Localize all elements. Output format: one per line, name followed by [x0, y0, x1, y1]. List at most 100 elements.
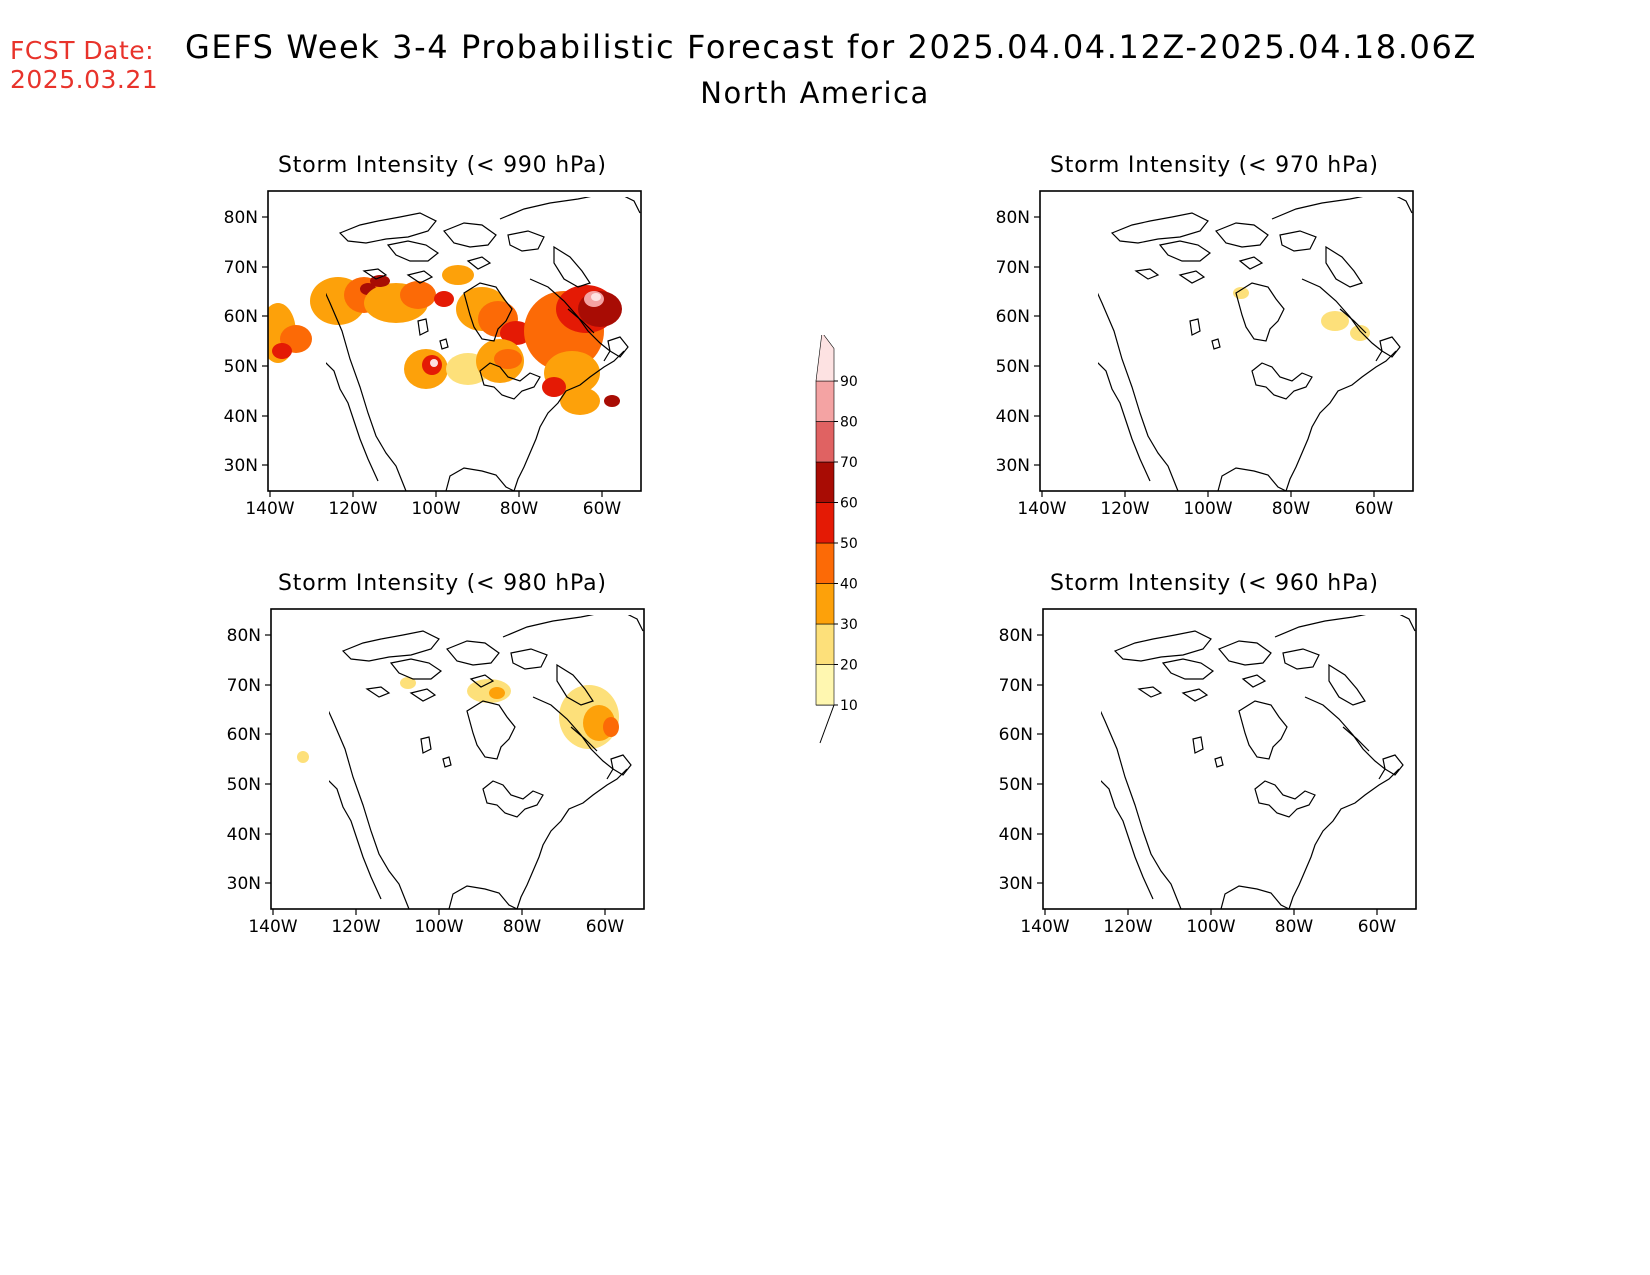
probability-area — [603, 717, 619, 737]
coastline — [406, 270, 434, 284]
coastline — [1325, 245, 1363, 288]
coastline — [466, 256, 492, 270]
coastline — [1101, 780, 1154, 900]
lat-label: 50N — [996, 357, 1030, 377]
coastline — [1304, 696, 1386, 780]
coastline — [510, 648, 548, 670]
coastline — [1254, 780, 1316, 818]
lon-label: 60W — [1355, 499, 1394, 519]
coastline — [1218, 640, 1272, 666]
lat-label: 80N — [996, 208, 1030, 228]
colorbar-swatch — [815, 623, 835, 665]
colorbar-top-cap — [815, 335, 835, 382]
lon-label: 100W — [1183, 499, 1232, 519]
coastline — [329, 780, 382, 900]
panel-960-map: 80N 70N 60N 50N 40N 30N 140W 120W 100W 80W 60W — [999, 608, 1417, 937]
probability-area — [430, 359, 438, 367]
coastline — [1328, 663, 1366, 706]
probability-area — [489, 687, 505, 699]
coastline — [445, 467, 515, 492]
lat-label: 30N — [996, 456, 1030, 476]
lon-label: 80W — [500, 499, 539, 519]
coastline — [365, 686, 391, 698]
coastline — [1192, 736, 1204, 754]
lon-label: 60W — [583, 499, 622, 519]
coastline — [1137, 686, 1163, 698]
colorbar: 10 20 30 40 50 60 70 80 90 — [815, 335, 858, 744]
colorbar-label: 80 — [840, 415, 858, 431]
lat-label: 80N — [227, 626, 261, 646]
lon-label: 140W — [248, 917, 297, 937]
lon-label: 100W — [1186, 917, 1235, 937]
map-frame — [267, 190, 642, 492]
coastline — [1101, 710, 1182, 910]
coastline — [607, 336, 629, 358]
probability-area — [542, 377, 566, 397]
coastline — [516, 768, 628, 910]
coastline — [1342, 726, 1370, 752]
colorbar-swatch — [815, 583, 835, 625]
coastline — [338, 212, 437, 244]
colorbar-label: 30 — [840, 617, 858, 633]
coastline — [1134, 268, 1160, 280]
lon-label: 80W — [1275, 917, 1314, 937]
coastline — [1238, 256, 1264, 270]
region-name: North America — [700, 76, 930, 110]
coastline — [362, 268, 388, 280]
colorbar-label: 10 — [840, 698, 858, 714]
coastline — [386, 240, 440, 262]
lat-label: 70N — [224, 258, 258, 278]
probability-area — [434, 291, 454, 307]
lat-label: 40N — [996, 407, 1030, 427]
coastline — [417, 318, 429, 336]
coastline — [532, 696, 614, 780]
page-title: GEFS Week 3-4 Probabilistic Forecast for… — [185, 28, 1477, 66]
lon-label: 140W — [245, 499, 294, 519]
coastline — [1217, 467, 1287, 492]
probability-area — [604, 395, 620, 407]
map-frame — [270, 608, 645, 910]
coastline — [1382, 754, 1404, 776]
coastline — [1181, 688, 1209, 702]
coastline — [439, 338, 449, 350]
probability-area — [400, 677, 416, 689]
coastline — [567, 308, 595, 334]
colorbar-swatch — [815, 542, 835, 584]
coastline — [389, 658, 443, 680]
coastline — [1215, 222, 1269, 248]
lat-label: 30N — [227, 874, 261, 894]
colorbar-swatch — [815, 421, 835, 463]
lon-label: 140W — [1017, 499, 1066, 519]
coastline — [1098, 292, 1179, 492]
coastline — [409, 688, 437, 702]
probability-area — [1350, 325, 1370, 341]
coastline — [1214, 756, 1224, 768]
colorbar-label: 40 — [840, 577, 858, 593]
lon-label: 80W — [503, 917, 542, 937]
coastline — [1279, 230, 1317, 252]
colorbar-label: 70 — [840, 455, 858, 471]
page-subtitle: North America — [0, 76, 1650, 110]
coastline — [479, 362, 541, 400]
coastline — [610, 754, 632, 776]
coastline — [1161, 658, 1215, 680]
coastline — [1235, 282, 1285, 342]
coastline — [1339, 308, 1367, 334]
lon-label: 60W — [586, 917, 625, 937]
colorbar-swatch — [815, 380, 835, 422]
coastline — [1073, 719, 1089, 741]
colorbar-label: 50 — [840, 536, 858, 552]
probability-area — [442, 265, 474, 285]
coastline — [1158, 240, 1212, 262]
coastline — [1288, 768, 1400, 910]
coastline — [513, 350, 625, 492]
lat-label: 40N — [224, 407, 258, 427]
lon-label: 120W — [1103, 917, 1152, 937]
fcst-date-block: FCST Date: 2025.03.21 — [10, 36, 158, 94]
coastline — [446, 640, 500, 666]
lat-label: 70N — [227, 676, 261, 696]
colorbar-label: 20 — [840, 658, 858, 674]
lat-label: 50N — [999, 775, 1033, 795]
coastline — [329, 710, 410, 910]
coastline — [1238, 700, 1288, 760]
